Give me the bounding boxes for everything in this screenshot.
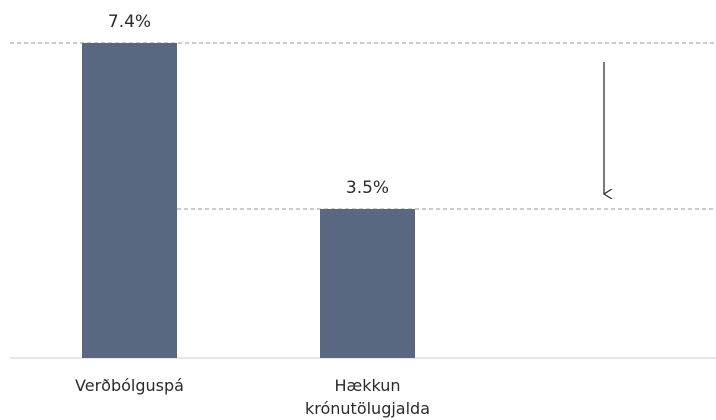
value-label: 3.5%: [346, 178, 389, 198]
category-label: Hækkun krónutölugjalda: [304, 376, 431, 418]
bar: [82, 43, 177, 358]
category-label: Verðbólguspá: [75, 376, 184, 395]
value-label: 7.4%: [108, 12, 151, 32]
bar: [320, 209, 415, 358]
